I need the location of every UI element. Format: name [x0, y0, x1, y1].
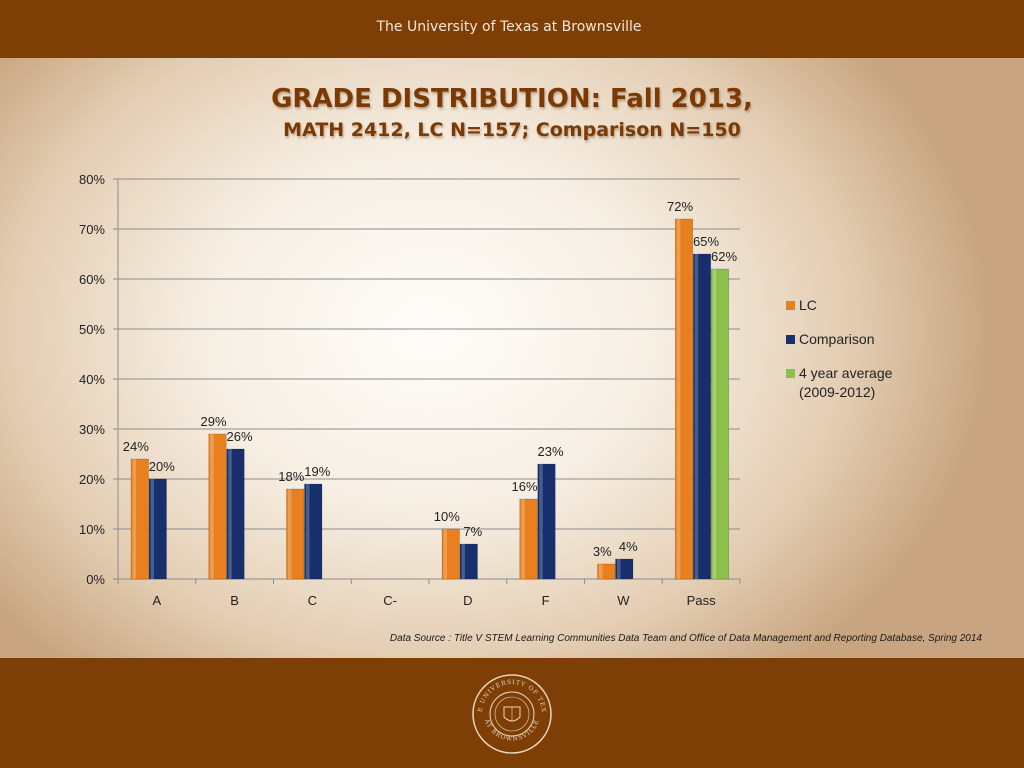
university-name: The University of Texas at Brownsville: [376, 19, 642, 35]
bar-4: [710, 268, 730, 580]
legend-swatch-four-year: [786, 369, 795, 378]
data-label: 72%: [667, 199, 693, 214]
bar-comparison: [459, 543, 478, 580]
legend-label-lc: LC: [799, 297, 817, 313]
bar-comparison: [537, 463, 556, 580]
bar-comparison: [226, 448, 245, 580]
bar-highlight: [443, 529, 447, 579]
y-tick-label: 10%: [79, 522, 105, 537]
bar-highlight: [288, 489, 292, 579]
x-tick-label: C: [308, 593, 317, 608]
bar-lc: [286, 488, 305, 580]
y-tick-label: 60%: [79, 272, 105, 287]
data-label: 7%: [463, 524, 482, 539]
legend-swatch-comparison: [786, 335, 795, 344]
bar-highlight: [150, 479, 154, 579]
y-tick-label: 80%: [79, 172, 105, 187]
data-label: 19%: [304, 464, 330, 479]
slide-title: GRADE DISTRIBUTION: Fall 2013,: [271, 84, 753, 114]
x-tick-label: Pass: [687, 593, 716, 608]
bar-lc: [674, 218, 694, 580]
data-label: 23%: [537, 444, 563, 459]
bar-highlight: [228, 449, 232, 579]
x-tick-label: D: [463, 593, 472, 608]
data-label: 16%: [511, 479, 537, 494]
legend-label-four-year-years: (2009-2012): [799, 384, 876, 400]
x-tick-label: W: [617, 593, 630, 608]
header-bar: The University of Texas at Brownsville: [0, 0, 1024, 58]
bar-comparison: [615, 558, 634, 580]
y-tick-label: 20%: [79, 472, 105, 487]
university-seal-logo: THE UNIVERSITY OF TEXAS AT BROWNSVILLE: [471, 673, 552, 754]
bar-highlight: [712, 269, 717, 579]
bar-lc: [130, 458, 149, 580]
bar-highlight: [617, 559, 621, 579]
y-tick-label: 70%: [79, 222, 105, 237]
data-label: 3%: [593, 544, 612, 559]
y-tick-label: 50%: [79, 322, 105, 337]
data-label: 24%: [123, 439, 149, 454]
data-label: 62%: [711, 249, 737, 264]
data-label: 65%: [693, 234, 719, 249]
legend-item-comparison: Comparison: [786, 330, 926, 349]
bar-highlight: [694, 254, 699, 579]
bar-highlight: [521, 499, 525, 579]
y-tick-label: 0%: [86, 572, 105, 587]
bar-highlight: [461, 544, 465, 579]
legend-label-four-year: 4 year average: [799, 365, 893, 381]
x-tick-label: A: [153, 593, 162, 608]
bar-comparison: [148, 478, 167, 580]
data-label: 26%: [226, 429, 252, 444]
data-label: 4%: [619, 539, 638, 554]
bar-highlight: [210, 434, 214, 579]
bar-highlight: [599, 564, 603, 579]
grade-distribution-chart: 0%10%20%30%40%50%60%70%80%A24%20%B29%26%…: [79, 172, 741, 608]
x-tick-label: F: [542, 593, 550, 608]
bar-highlight: [132, 459, 136, 579]
legend-item-lc: LC: [786, 296, 926, 315]
data-label: 10%: [434, 509, 460, 524]
bar-highlight: [539, 464, 543, 579]
bar-highlight: [676, 219, 681, 579]
y-tick-label: 30%: [79, 422, 105, 437]
bar-highlight: [306, 484, 310, 579]
chart-legend: LC Comparison 4 year average (2009-2012): [786, 296, 926, 417]
x-tick-label: B: [230, 593, 239, 608]
y-tick-label: 40%: [79, 372, 105, 387]
legend-item-four-year: 4 year average (2009-2012): [786, 364, 926, 402]
x-tick-label: C-: [383, 593, 397, 608]
data-label: 20%: [149, 459, 175, 474]
data-label: 18%: [278, 469, 304, 484]
bar-lc: [208, 433, 227, 580]
bar-comparison: [304, 483, 323, 580]
data-label: 29%: [200, 414, 226, 429]
slide-subtitle: MATH 2412, LC N=157; Comparison N=150: [283, 119, 741, 141]
bar-lc: [519, 498, 538, 580]
legend-swatch-lc: [786, 301, 795, 310]
bar-lc: [597, 563, 616, 580]
bar-lc: [441, 528, 460, 580]
data-source-note: Data Source : Title V STEM Learning Comm…: [389, 633, 982, 644]
legend-label-comparison: Comparison: [799, 331, 875, 347]
bar-comparison: [692, 253, 712, 580]
